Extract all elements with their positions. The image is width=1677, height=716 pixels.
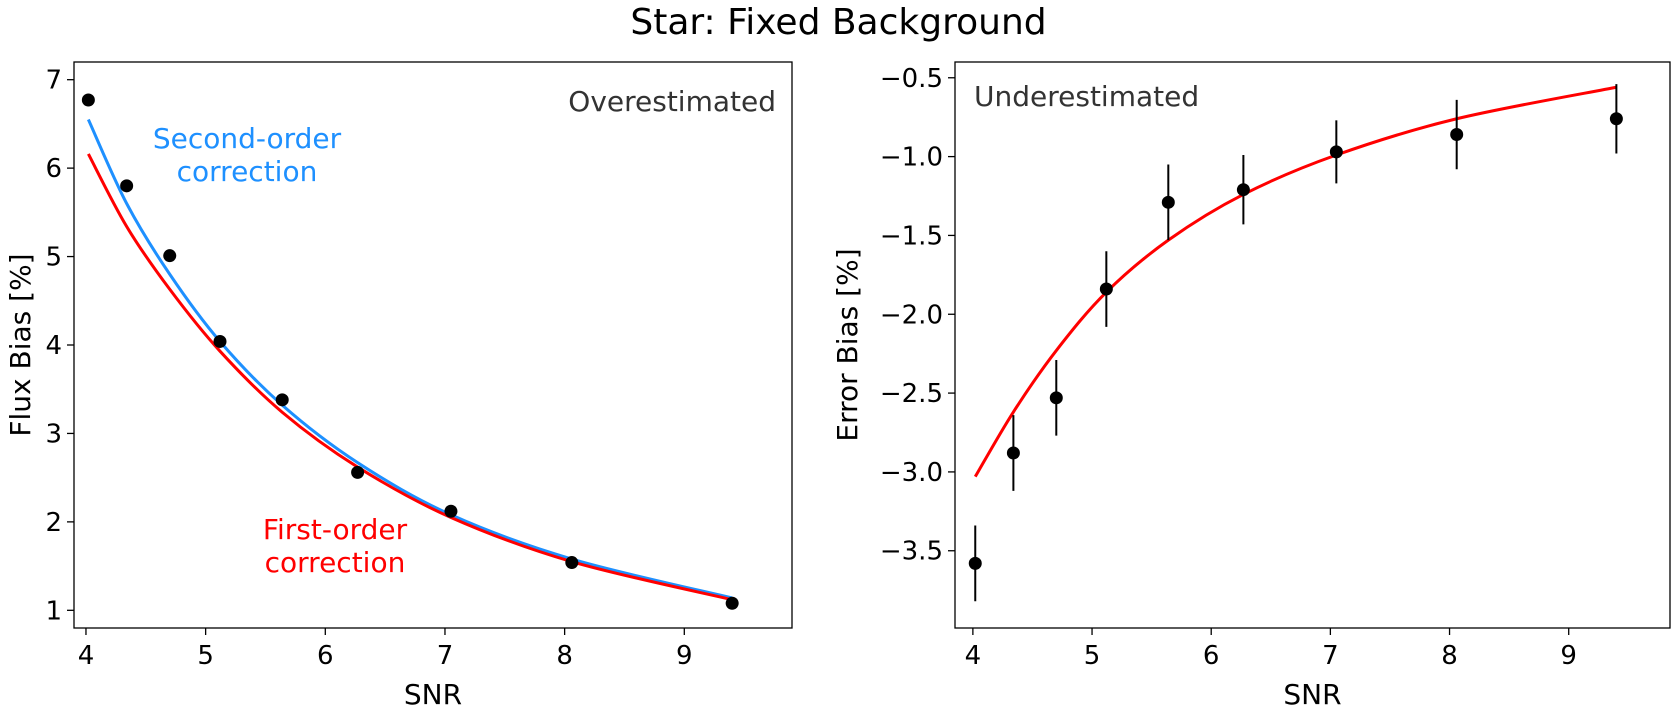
x-axis-label: SNR	[404, 678, 462, 711]
x-tick-label: 7	[1322, 641, 1339, 671]
data-point	[968, 556, 982, 570]
data-point	[1329, 145, 1343, 159]
data-point	[1450, 128, 1464, 142]
x-tick-label: 8	[1441, 641, 1458, 671]
y-tick-label: 1	[45, 596, 62, 626]
x-tick-label: 4	[965, 641, 982, 671]
y-axis-label: Flux Bias [%]	[4, 253, 37, 436]
annotation-2: Second-order	[153, 122, 342, 155]
annotation-1: Overestimated	[568, 85, 776, 118]
y-tick-label: −3.5	[880, 537, 943, 567]
data-point	[1006, 446, 1020, 460]
data-point	[1049, 391, 1063, 405]
data-point	[565, 556, 579, 570]
x-tick-label: 5	[197, 641, 214, 671]
y-tick-label: −3.0	[880, 458, 943, 488]
y-tick-label: −1.0	[880, 143, 943, 173]
chart-panel-1: 4 5 6 7 8 9 1 2 3 4 5 6 7 SNR Flux Bias [%] Overestimat…	[4, 61, 793, 711]
annotation-3: correction	[177, 155, 318, 188]
y-tick-label: 6	[45, 154, 62, 184]
x-tick-label: 6	[1203, 641, 1220, 671]
y-tick-label: −2.5	[880, 379, 943, 409]
y-tick-label: 3	[45, 419, 62, 449]
y-axis-label: Error Bias [%]	[831, 248, 864, 441]
series-line-3	[87, 153, 733, 602]
x-axis-label: SNR	[1283, 678, 1341, 711]
data-point	[725, 596, 739, 610]
y-tick-label: 5	[45, 243, 62, 273]
x-tick-label: 9	[676, 641, 693, 671]
annotation-1: Underestimated	[974, 80, 1199, 113]
y-tick-label: −2.0	[880, 300, 943, 330]
x-tick-label: 5	[1084, 641, 1101, 671]
x-tick-label: 4	[78, 641, 95, 671]
data-point	[351, 465, 365, 479]
figure-title: Star: Fixed Background	[630, 2, 1047, 43]
y-tick-label: 7	[45, 66, 62, 96]
x-tick-label: 7	[437, 641, 454, 671]
data-point	[1161, 195, 1175, 209]
x-tick-label: 6	[317, 641, 334, 671]
x-tick-label: 9	[1560, 641, 1577, 671]
data-point	[444, 504, 458, 518]
data-point	[163, 249, 177, 263]
y-tick-label: 2	[45, 508, 62, 538]
data-point	[213, 334, 227, 348]
data-point	[1609, 112, 1623, 126]
data-point	[1099, 282, 1113, 296]
annotation-5: correction	[265, 546, 406, 579]
series-line-2	[86, 118, 733, 600]
data-point	[120, 179, 134, 193]
data-point	[1236, 183, 1250, 197]
annotation-4: First-order	[263, 513, 408, 546]
data-point	[275, 393, 289, 407]
series-line-2	[973, 85, 1617, 478]
y-tick-label: −1.5	[880, 221, 943, 251]
plot-frame	[954, 61, 1671, 629]
x-tick-label: 8	[556, 641, 573, 671]
y-tick-label: 4	[45, 331, 62, 361]
data-point	[81, 93, 95, 107]
y-tick-label: −0.5	[880, 64, 943, 94]
chart-panel-2: 4 5 6 7 8 9 −3.5 −3.0 −2.5 −2.0 −1.5 −1.0 −0.5 SNR Err…	[831, 61, 1671, 711]
